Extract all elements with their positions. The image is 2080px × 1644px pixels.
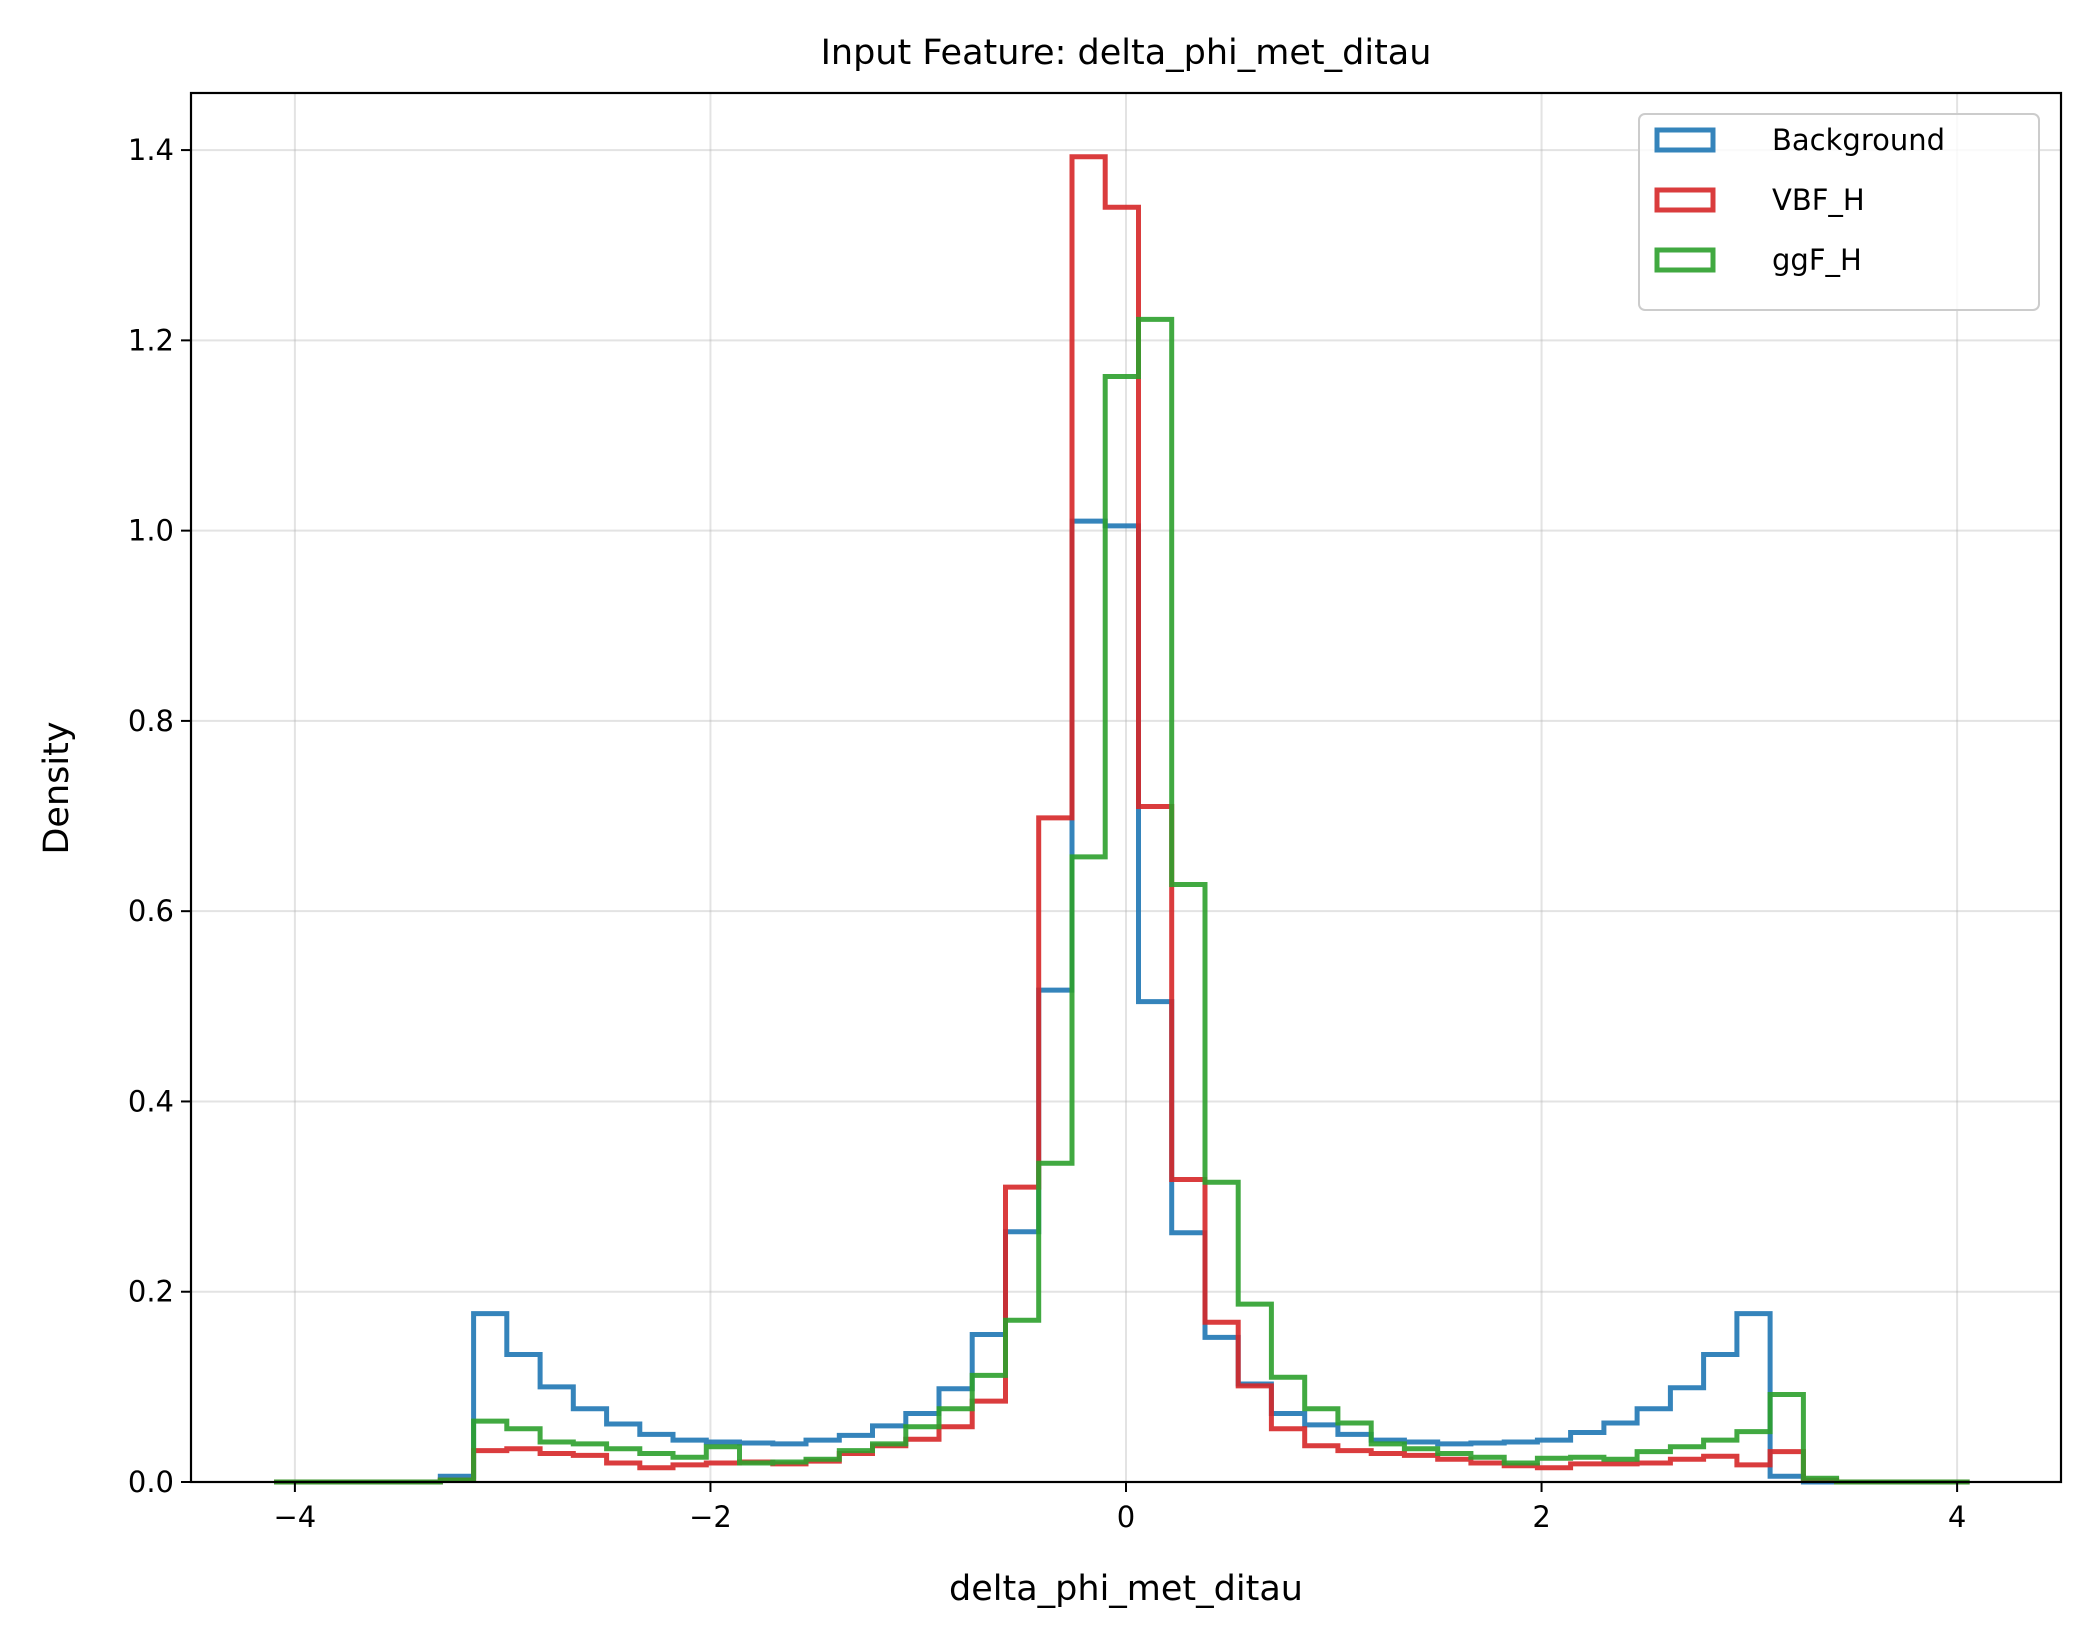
legend-label-background: Background — [1772, 123, 1945, 157]
x-tick-label: −2 — [689, 1500, 732, 1534]
series-ggf-h-histogram — [274, 316, 1970, 1485]
legend-label-ggf-h: ggF_H — [1772, 243, 1862, 277]
y-tick-label: 0.4 — [128, 1084, 174, 1118]
y-tick-label: 0.0 — [128, 1465, 174, 1499]
x-tick-label: 4 — [1948, 1500, 1966, 1534]
series-group — [274, 154, 1970, 1485]
x-axis-ticks: −4 −2 0 2 4 — [274, 1482, 1966, 1534]
y-tick-label: 1.0 — [128, 514, 174, 548]
legend-swatch-background — [1654, 127, 1716, 153]
grid — [191, 93, 2061, 1483]
legend-box — [1638, 113, 2040, 311]
y-tick-label: 0.6 — [128, 894, 174, 928]
y-axis-label: Density — [37, 721, 77, 854]
chart-title: Input Feature: delta_phi_met_ditau — [821, 33, 1432, 73]
x-tick-label: 0 — [1117, 1500, 1135, 1534]
x-tick-label: 2 — [1532, 1500, 1550, 1534]
legend-swatch-vbf-h — [1654, 187, 1716, 213]
y-tick-label: 1.2 — [128, 323, 174, 357]
legend-swatch-ggf-h — [1654, 247, 1716, 273]
y-tick-label: 0.8 — [128, 704, 174, 738]
y-axis-ticks: 0.0 0.2 0.4 0.6 0.8 1.0 1.2 1.4 — [128, 133, 191, 1499]
x-tick-label: −4 — [274, 1500, 317, 1534]
y-tick-label: 0.2 — [128, 1275, 174, 1309]
legend-label-vbf-h: VBF_H — [1772, 183, 1865, 217]
legend: Background VBF_H ggF_H — [1638, 113, 2040, 311]
x-axis-label: delta_phi_met_ditau — [949, 1569, 1303, 1609]
y-tick-label: 1.4 — [128, 133, 174, 167]
series-vbf-h-histogram — [274, 154, 1970, 1485]
series-background-histogram — [274, 518, 1970, 1485]
